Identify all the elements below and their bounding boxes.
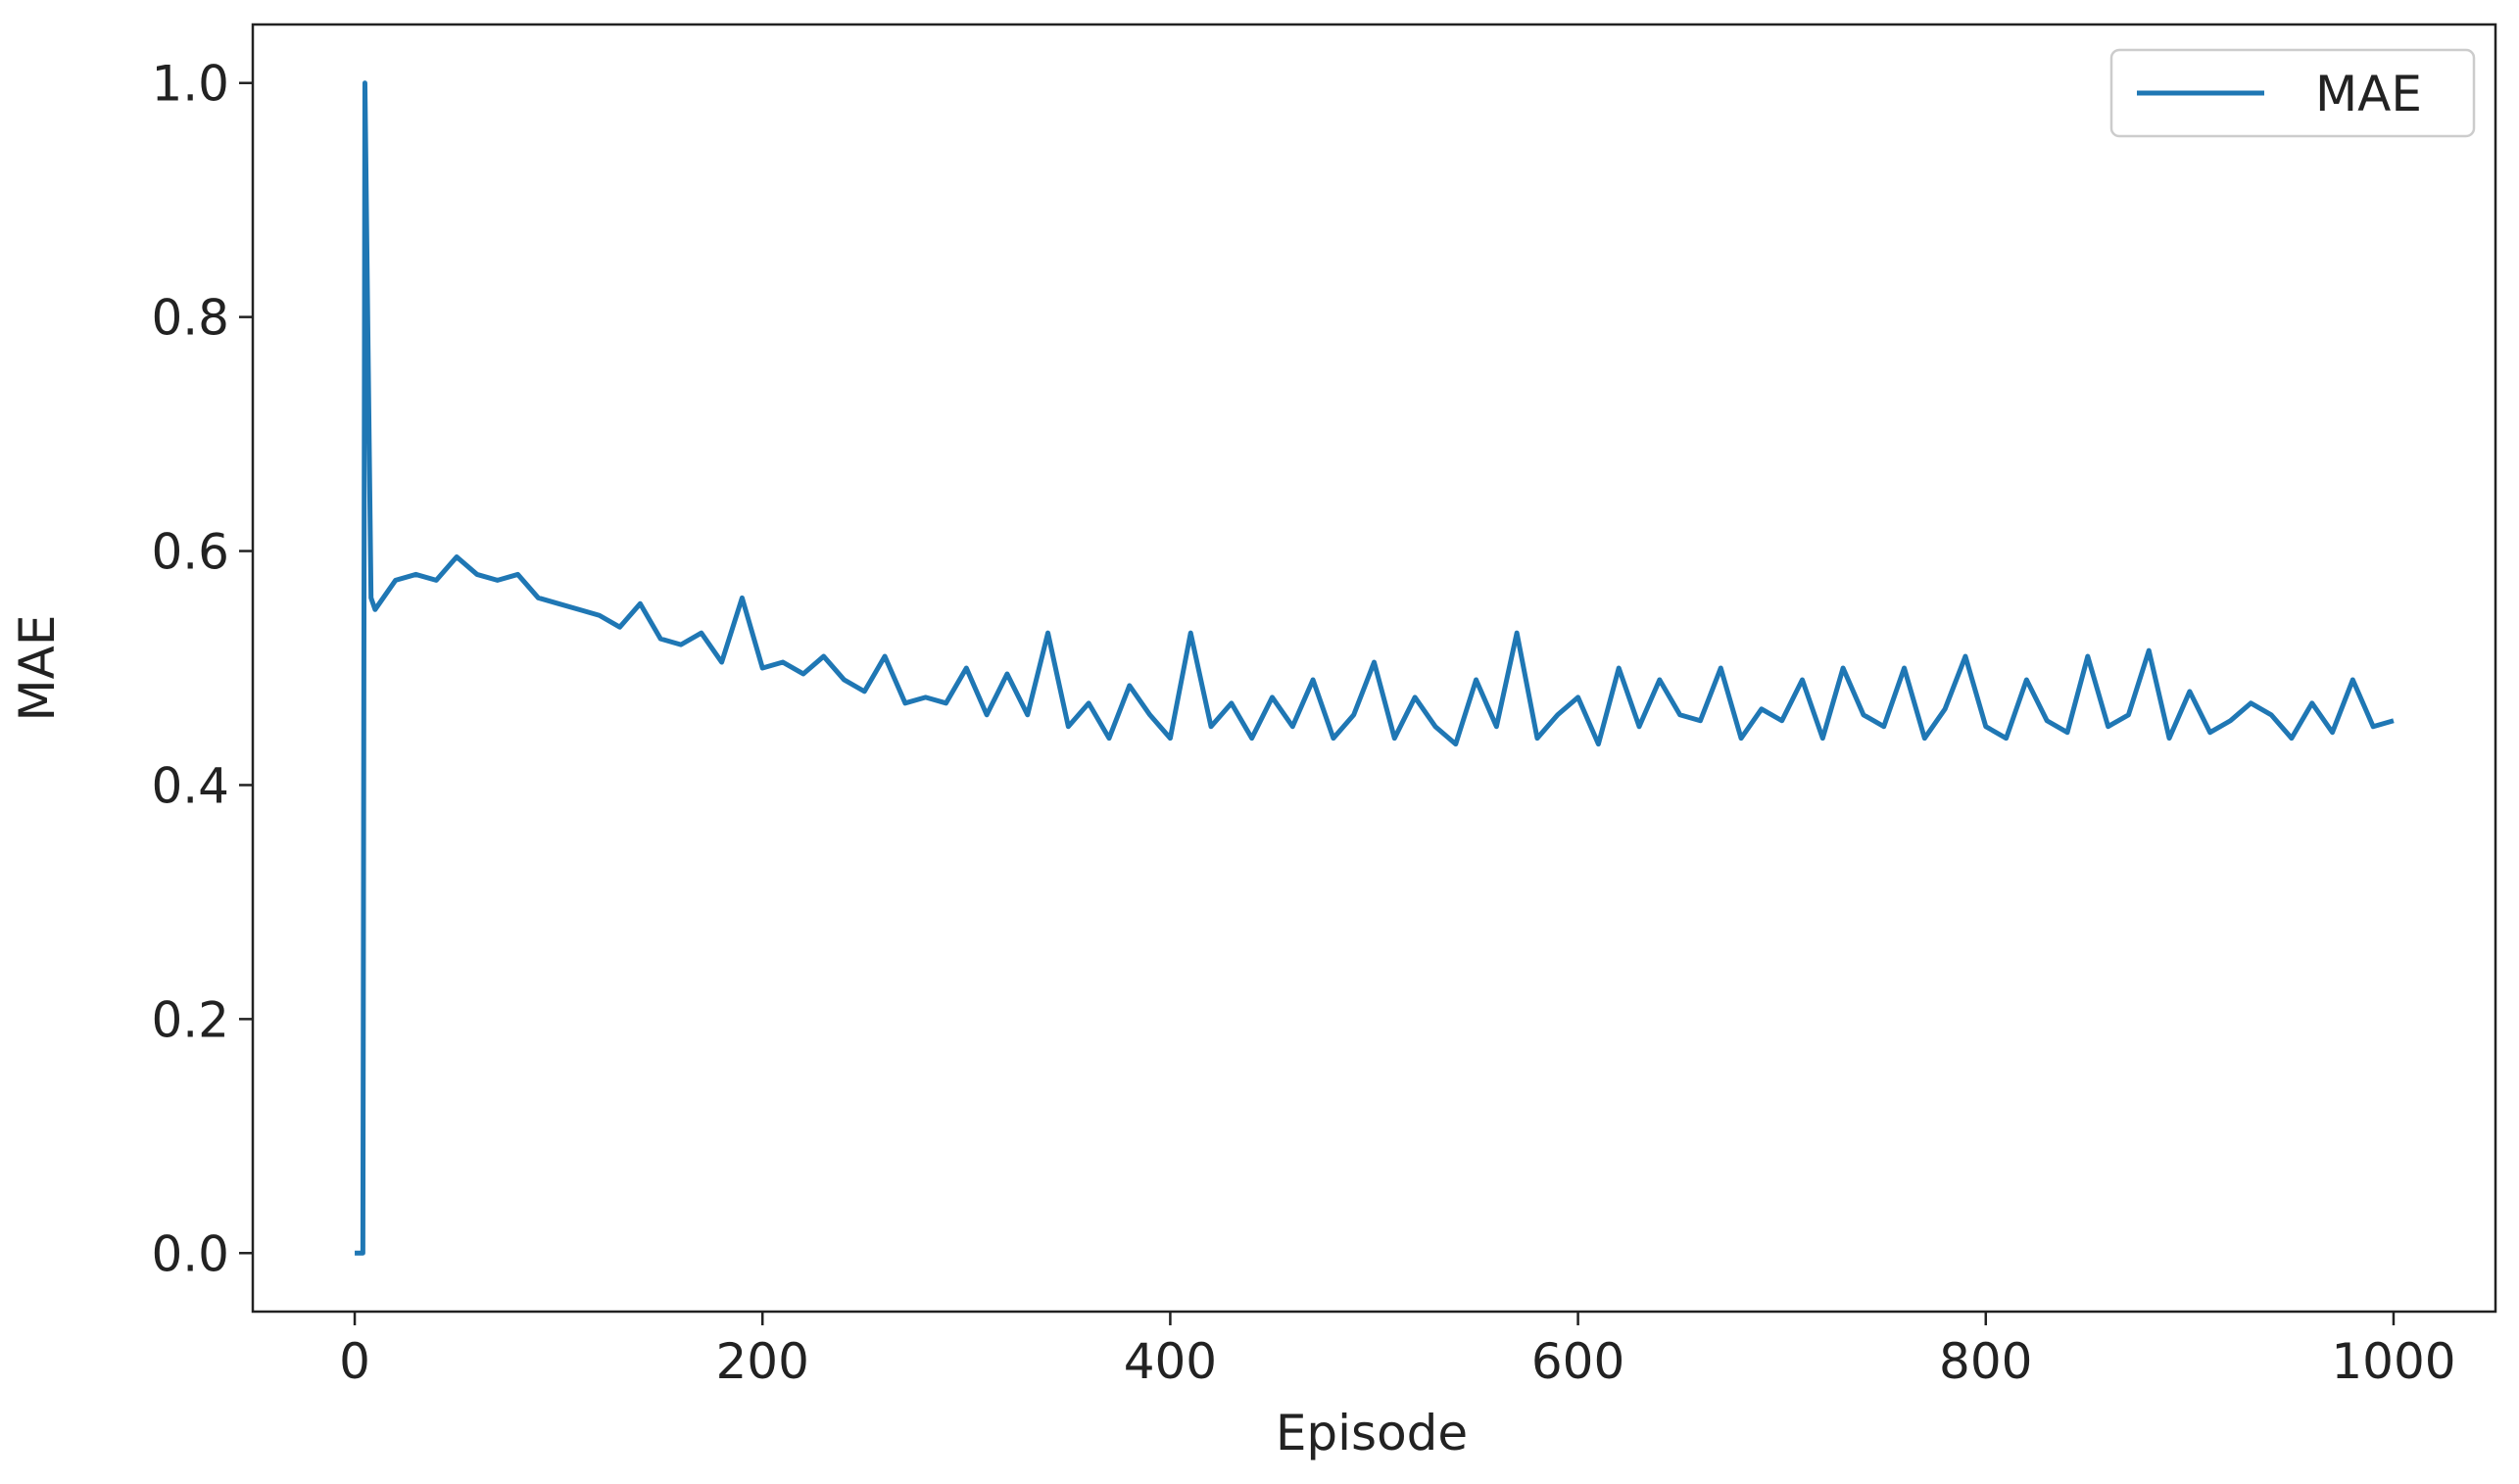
x-tick-label: 200 [716, 1333, 809, 1390]
y-tick-label: 0.8 [151, 290, 229, 347]
x-tick-label: 800 [1939, 1333, 2032, 1390]
x-tick-label: 0 [339, 1333, 370, 1390]
y-tick-label: 1.0 [151, 56, 229, 113]
x-axis-label: Episode [1276, 1405, 1468, 1461]
y-tick-label: 0.0 [151, 1225, 229, 1282]
plot-frame [251, 23, 2497, 1314]
x-tick-label: 400 [1124, 1333, 1217, 1390]
legend: MAE [2109, 48, 2476, 138]
y-tick-label: 0.2 [151, 991, 229, 1048]
y-axis-label: MAE [9, 615, 66, 722]
legend-label: MAE [2315, 66, 2422, 122]
data-line [355, 80, 2395, 1256]
y-tick-label: 0.4 [151, 757, 229, 814]
legend-box [2109, 48, 2476, 138]
x-tick-label: 1000 [2331, 1333, 2455, 1390]
y-tick-label: 0.6 [151, 524, 229, 581]
x-tick-label: 600 [1531, 1333, 1624, 1390]
